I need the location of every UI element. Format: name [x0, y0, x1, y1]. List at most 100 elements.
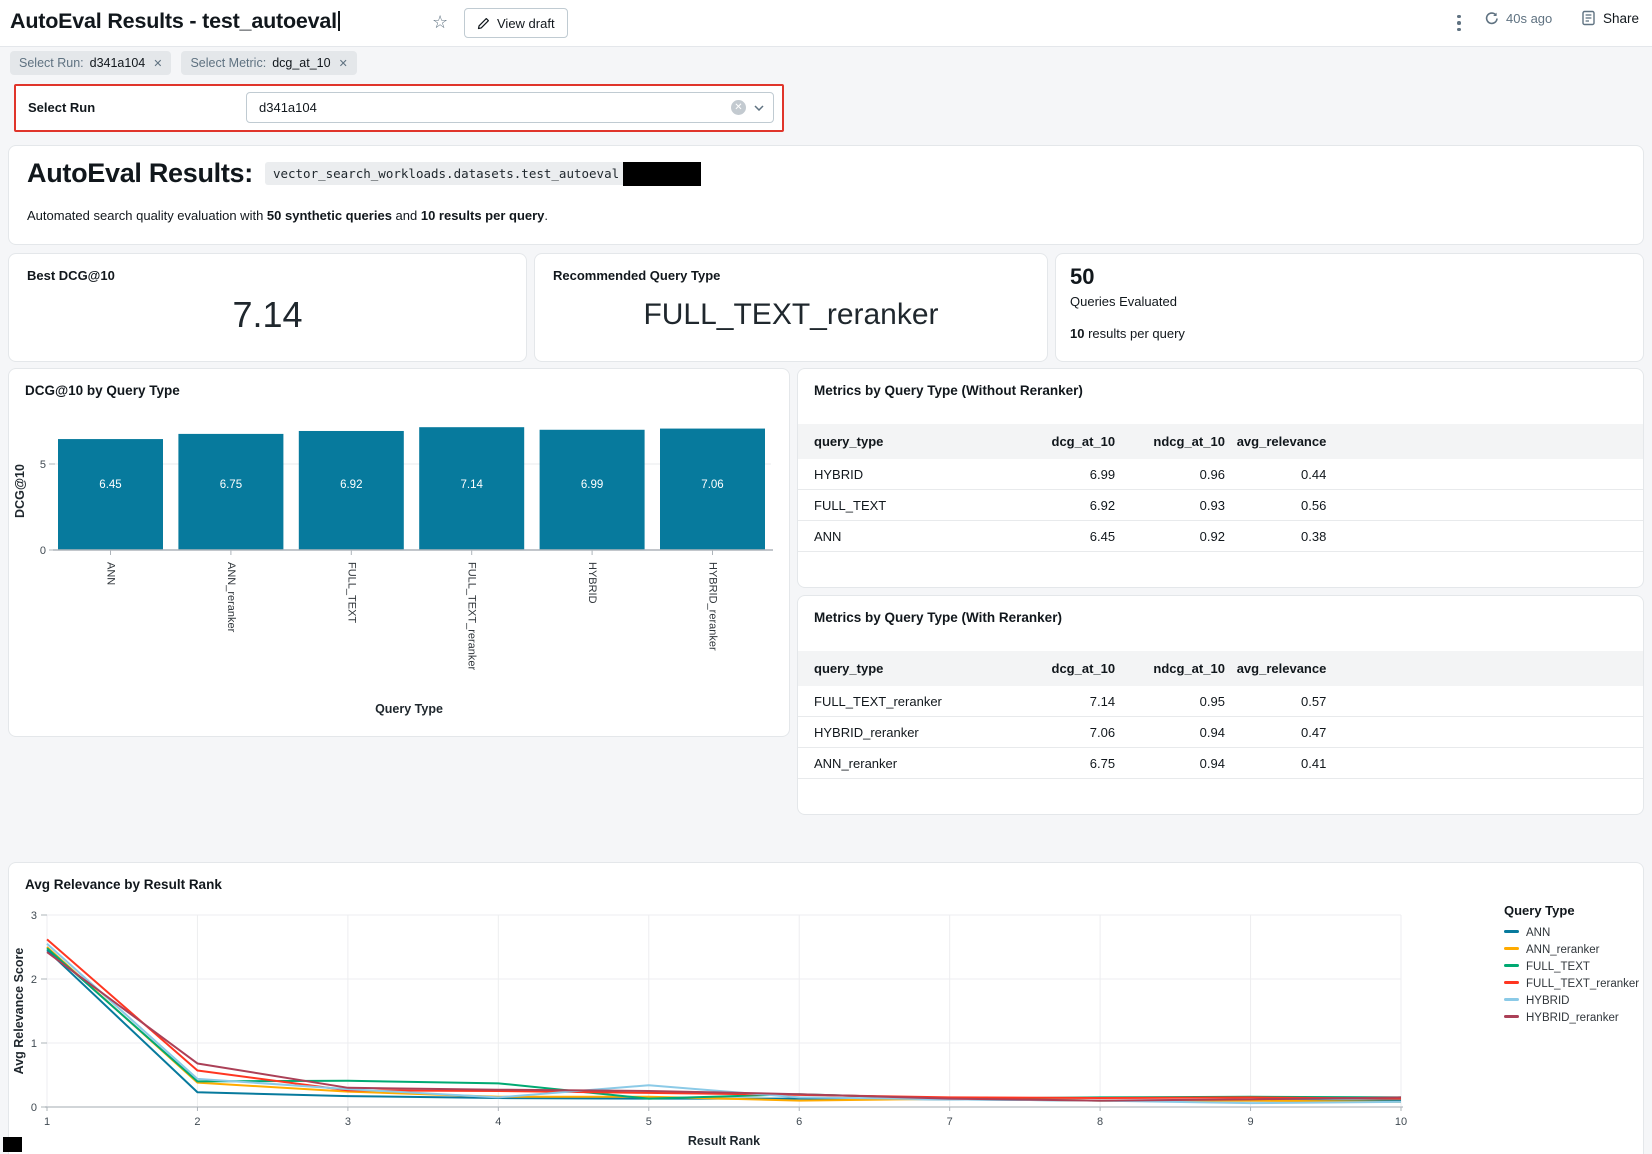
chip-label: Select Metric:	[190, 56, 266, 70]
x-tick-label: 5	[646, 1116, 652, 1128]
y-tick-label: 1	[31, 1038, 37, 1050]
column-header[interactable]: query_type	[798, 651, 1009, 686]
line-chart[interactable]: 012312345678910Result RankAvg Relevance …	[9, 899, 1645, 1154]
bar-category-label: HYBRID_reranker	[707, 562, 719, 651]
legend-label: ANN	[1526, 927, 1550, 939]
y-tick-label: 0	[40, 545, 46, 557]
view-draft-button[interactable]: View draft	[464, 8, 568, 38]
column-header[interactable]: dcg_at_10	[1009, 651, 1119, 686]
bar-value-label: 6.75	[220, 479, 242, 491]
line-series-ANN_reranker[interactable]	[47, 947, 1401, 1102]
column-header[interactable]: ndcg_at_10	[1119, 651, 1229, 686]
redaction-box-bottom	[3, 1137, 22, 1152]
table-cell: ANN	[798, 521, 1009, 552]
chip-close-icon[interactable]: ✕	[153, 57, 162, 70]
queries-count-label: Queries Evaluated	[1070, 294, 1177, 309]
column-header[interactable]: avg_relevance	[1229, 424, 1330, 459]
x-tick-label: 9	[1247, 1116, 1253, 1128]
stat-value: FULL_TEXT_reranker	[535, 298, 1047, 332]
share-button[interactable]: Share	[1581, 10, 1639, 26]
line-series-HYBRID[interactable]	[47, 944, 1401, 1103]
table-row: ANN_reranker6.750.940.41	[798, 748, 1643, 779]
chip-close-icon[interactable]: ✕	[339, 57, 348, 70]
line-chart-title: Avg Relevance by Result Rank	[25, 877, 222, 892]
x-tick-label: 1	[44, 1116, 50, 1128]
legend-item-HYBRID_reranker[interactable]: HYBRID_reranker	[1504, 1010, 1639, 1027]
chart-legend: Query Type ANNANN_rerankerFULL_TEXTFULL_…	[1504, 903, 1639, 1027]
table-cell: 7.06	[1009, 717, 1119, 748]
x-tick-label: 6	[796, 1116, 802, 1128]
legend-item-FULL_TEXT[interactable]: FULL_TEXT	[1504, 959, 1639, 976]
stat-label: Recommended Query Type	[553, 268, 720, 283]
queries-count: 50	[1070, 264, 1094, 290]
table-cell: 0.95	[1119, 686, 1229, 717]
legend-label: ANN_reranker	[1526, 944, 1600, 956]
table-title: Metrics by Query Type (With Reranker)	[814, 610, 1062, 625]
legend-swatch	[1504, 930, 1519, 933]
legend-item-ANN[interactable]: ANN	[1504, 925, 1639, 942]
table-cell: 0.93	[1119, 490, 1229, 521]
stat-card-queries: 50 Queries Evaluated 10 results per quer…	[1055, 253, 1644, 362]
line-series-FULL_TEXT_reranker[interactable]	[47, 939, 1401, 1098]
legend-item-HYBRID[interactable]: HYBRID	[1504, 993, 1639, 1010]
bar-value-label: 6.92	[340, 479, 362, 491]
bar-chart-card: DCG@10 by Query Type 6.45ANN6.75ANN_rera…	[8, 368, 790, 737]
y-tick-label: 0	[31, 1102, 37, 1114]
clear-selection-icon[interactable]: ✕	[731, 100, 746, 115]
table-cell: 0.94	[1119, 748, 1229, 779]
metrics-table-card-with-reranker: Metrics by Query Type (With Reranker) qu…	[797, 595, 1644, 815]
metrics-table: query_typedcg_at_10ndcg_at_10avg_relevan…	[798, 424, 1643, 552]
legend-item-ANN_reranker[interactable]: ANN_reranker	[1504, 942, 1639, 959]
x-tick-label: 4	[495, 1116, 501, 1128]
share-label: Share	[1603, 11, 1639, 26]
select-run-value: d341a104	[247, 100, 731, 115]
results-per-query: 10 results per query	[1070, 326, 1185, 341]
table-cell: 0.38	[1229, 521, 1330, 552]
table-cell: 0.92	[1119, 521, 1229, 552]
share-icon	[1581, 10, 1596, 26]
table-cell: 0.57	[1229, 686, 1330, 717]
chip-select-run[interactable]: Select Run: d341a104 ✕	[10, 51, 171, 75]
line-y-axis-label: Avg Relevance Score	[12, 948, 26, 1075]
legend-swatch	[1504, 981, 1519, 984]
column-header[interactable]: query_type	[798, 424, 1009, 459]
table-row: FULL_TEXT_reranker7.140.950.57	[798, 686, 1643, 717]
table-cell: 0.41	[1229, 748, 1330, 779]
dashboard-page: AutoEval Results - test_autoeval ☆ View …	[0, 0, 1652, 1154]
bar-value-label: 7.14	[461, 479, 484, 491]
column-header[interactable]: avg_relevance	[1229, 651, 1330, 686]
y-tick-label: 2	[31, 974, 37, 986]
kebab-menu-icon[interactable]	[1452, 11, 1466, 35]
table-row: ANN6.450.920.38	[798, 521, 1643, 552]
legend-item-FULL_TEXT_reranker[interactable]: FULL_TEXT_reranker	[1504, 976, 1639, 993]
page-title: AutoEval Results:	[27, 158, 253, 189]
table-row: HYBRID_reranker7.060.940.47	[798, 717, 1643, 748]
table-cell: HYBRID_reranker	[798, 717, 1009, 748]
bar-ANN[interactable]	[58, 439, 163, 550]
favorite-star-icon[interactable]: ☆	[432, 10, 448, 34]
bar-chart[interactable]: 6.45ANN6.75ANN_reranker6.92FULL_TEXT7.14…	[9, 397, 789, 737]
metrics-table: query_typedcg_at_10ndcg_at_10avg_relevan…	[798, 651, 1643, 779]
legend-swatch	[1504, 947, 1519, 950]
dashboard-title[interactable]: AutoEval Results - test_autoeval	[10, 9, 340, 34]
refresh-control[interactable]: 40s ago	[1484, 11, 1552, 26]
bar-ANN_reranker[interactable]	[178, 434, 283, 550]
legend-label: FULL_TEXT	[1526, 961, 1590, 973]
y-tick-label: 3	[31, 910, 37, 922]
table-cell: ANN_reranker	[798, 748, 1009, 779]
stat-label: Best DCG@10	[27, 268, 115, 283]
table-cell: FULL_TEXT	[798, 490, 1009, 521]
chevron-down-icon[interactable]	[754, 105, 764, 111]
select-run-combobox[interactable]: d341a104 ✕	[246, 92, 774, 123]
table-cell: 6.99	[1009, 459, 1119, 490]
line-series-FULL_TEXT[interactable]	[47, 948, 1401, 1098]
chip-select-metric[interactable]: Select Metric: dcg_at_10 ✕	[181, 51, 356, 75]
table-title: Metrics by Query Type (Without Reranker)	[814, 383, 1083, 398]
table-header-row: query_typedcg_at_10ndcg_at_10avg_relevan…	[798, 651, 1643, 686]
table-row: HYBRID6.990.960.44	[798, 459, 1643, 490]
column-header[interactable]: ndcg_at_10	[1119, 424, 1229, 459]
table-cell: 7.14	[1009, 686, 1119, 717]
chip-label: Select Run:	[19, 56, 84, 70]
table-cell: FULL_TEXT_reranker	[798, 686, 1009, 717]
column-header[interactable]: dcg_at_10	[1009, 424, 1119, 459]
